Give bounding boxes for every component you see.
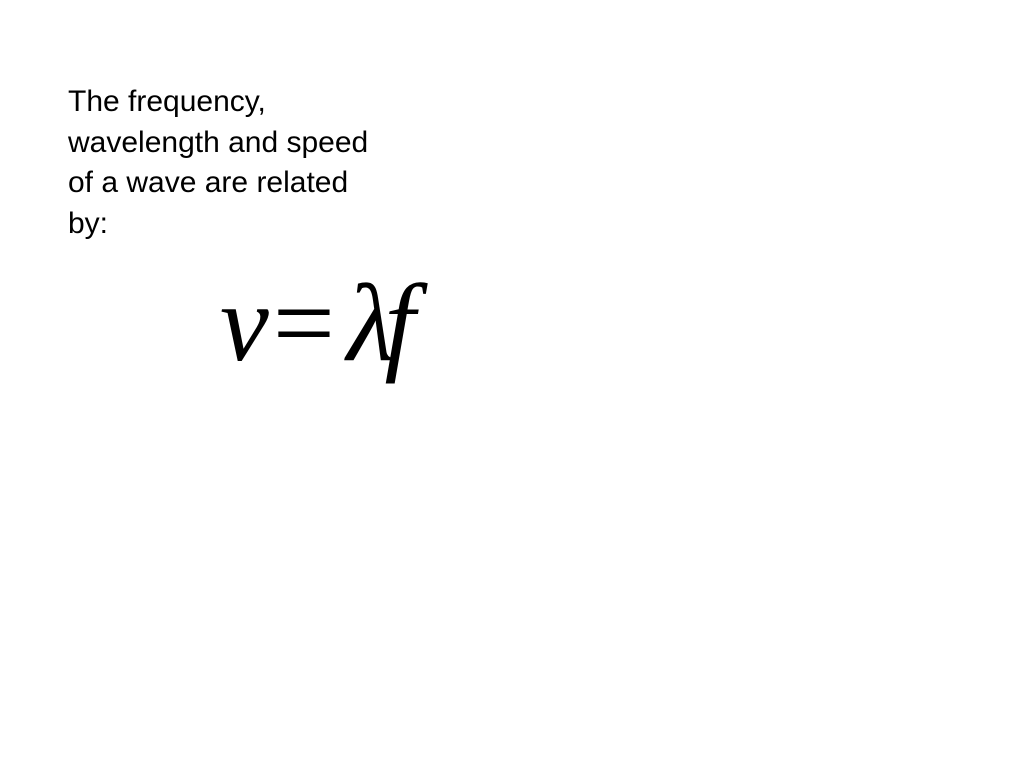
equals-sign: =: [273, 262, 335, 384]
variable-v: v: [220, 262, 269, 384]
wave-equation: v=λf: [220, 260, 415, 387]
variable-f: f: [385, 262, 416, 384]
slide-description-text: The frequency, wavelength and speed of a…: [68, 82, 388, 244]
